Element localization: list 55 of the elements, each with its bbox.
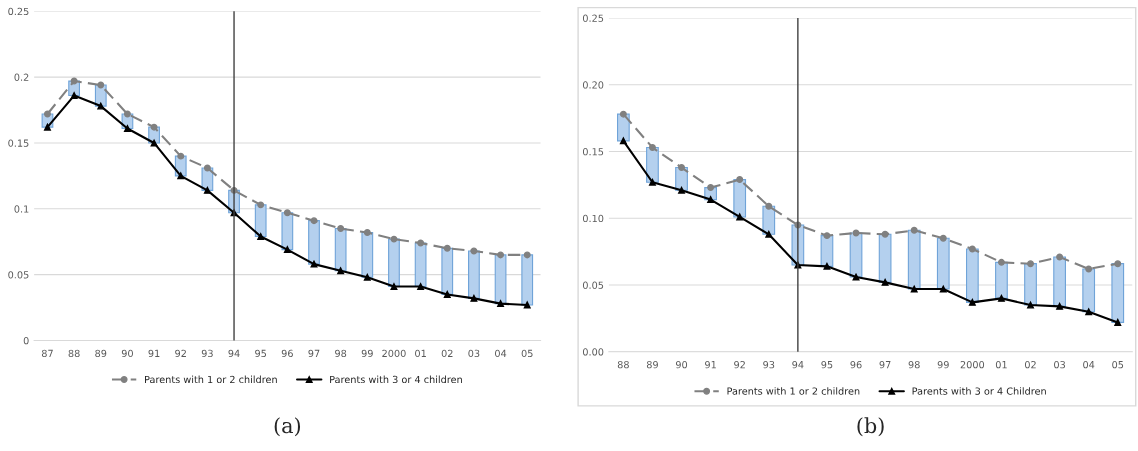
legend-label: Parents with 1 or 2 children (727, 387, 860, 395)
x-tick-label: 05 (521, 349, 533, 358)
x-tick-label: 98 (908, 360, 920, 369)
x-tick-label: 88 (68, 349, 80, 358)
x-tick-label: 90 (121, 349, 133, 358)
y-tick-label: 0.15 (582, 148, 604, 156)
y-tick-label: 0.05 (582, 281, 604, 289)
x-tick-label: 94 (792, 360, 804, 369)
x-tick-label: 90 (675, 360, 688, 369)
y-tick-label: 0.20 (582, 81, 604, 89)
y-tick-label: 0.05 (8, 271, 29, 279)
x-tick-label: 96 (850, 360, 862, 369)
y-tick-label: 0.1 (14, 205, 29, 213)
x-tick-label: 2000 (382, 349, 406, 358)
x-tick-label: 87 (41, 349, 53, 358)
x-tick-label: 92 (734, 360, 745, 369)
text: (b) (857, 417, 884, 437)
x-tick-label: 93 (763, 360, 775, 369)
x-tick-label: 94 (228, 349, 240, 358)
y-tick-label: 0.2 (14, 73, 29, 81)
x-tick-label: 96 (281, 349, 293, 358)
y-tick-label: 0.25 (8, 7, 29, 16)
x-tick-label: 2000 (960, 360, 985, 369)
text: (a) (274, 417, 301, 437)
y-tick-label: 0.25 (582, 14, 604, 22)
x-tick-label: 02 (1024, 360, 1036, 369)
x-tick-label: 04 (1083, 360, 1095, 369)
legend-label: Parents with 1 or 2 children (145, 375, 277, 384)
x-tick-label: 03 (1054, 360, 1066, 369)
x-tick-label: 89 (95, 349, 107, 358)
x-tick-label: 92 (175, 349, 186, 358)
y-tick-label: 0.15 (8, 139, 29, 147)
y-tick-label: 0.00 (582, 348, 604, 356)
x-tick-label: 99 (361, 349, 373, 358)
x-tick-label: 04 (495, 349, 507, 358)
x-tick-label: 91 (705, 360, 716, 369)
y-tick-label: 0 (23, 336, 29, 345)
x-tick-label: 91 (148, 349, 160, 358)
x-tick-label: 97 (308, 349, 320, 358)
x-tick-label: 88 (617, 360, 629, 369)
x-tick-label: 95 (255, 349, 267, 358)
x-tick-label: 95 (821, 360, 833, 369)
x-tick-label: 01 (995, 360, 1007, 369)
x-tick-label: 97 (879, 360, 891, 369)
x-tick-label: 93 (201, 349, 213, 358)
legend-label: Parents with 3 or 4 children (330, 375, 462, 384)
y-tick-label: 0.10 (582, 214, 604, 223)
x-tick-label: 89 (646, 360, 658, 369)
legend-label: Parents with 3 or 4 Children (912, 387, 1046, 395)
x-tick-label: 03 (468, 349, 480, 358)
x-tick-label: 01 (415, 349, 426, 358)
x-tick-label: 02 (441, 349, 453, 358)
x-tick-label: 05 (1112, 360, 1124, 369)
x-tick-label: 98 (335, 349, 347, 358)
x-tick-label: 99 (937, 360, 949, 369)
